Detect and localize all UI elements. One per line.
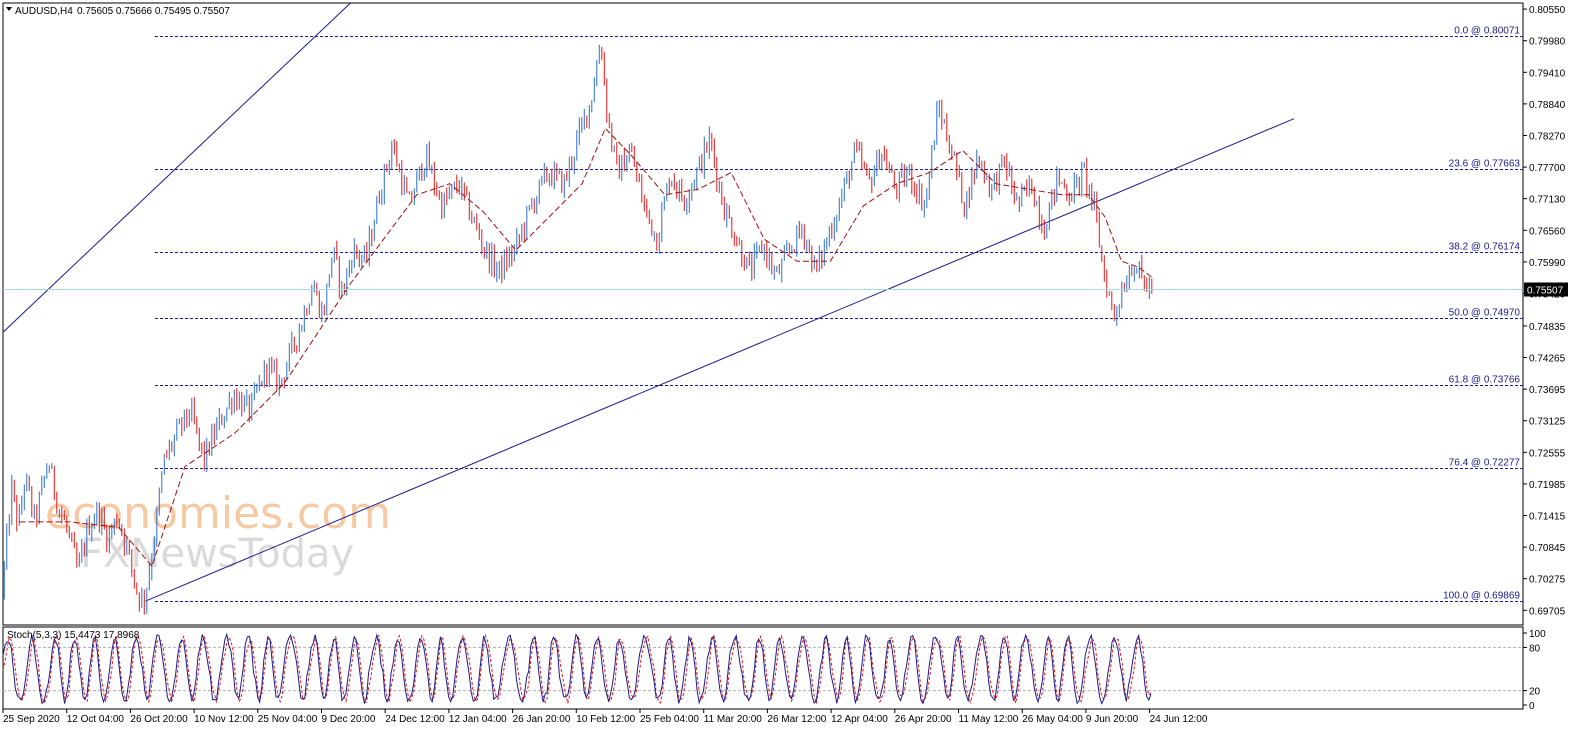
main-pane-border bbox=[2, 2, 1524, 626]
time-tick-label: 12 Oct 04:00 bbox=[67, 714, 125, 725]
time-tick-label: 12 Jan 04:00 bbox=[449, 714, 507, 725]
fib-level-label: 0.0 @ 0.80071 bbox=[1454, 26, 1520, 37]
price-tick-label: 0.69705 bbox=[1529, 606, 1566, 617]
time-tick-label: 25 Feb 04:00 bbox=[640, 714, 699, 725]
time-tick-label: 10 Nov 12:00 bbox=[194, 714, 254, 725]
time-tick-label: 26 Jan 20:00 bbox=[513, 714, 571, 725]
time-tick-label: 25 Nov 04:00 bbox=[258, 714, 318, 725]
time-tick-label: 24 Dec 12:00 bbox=[385, 714, 445, 725]
time-tick-label: 11 May 12:00 bbox=[959, 714, 1019, 725]
trend-channel bbox=[2, 2, 1295, 602]
time-tick-label: 10 Feb 12:00 bbox=[576, 714, 635, 725]
time-tick-label: 11 Mar 20:00 bbox=[704, 714, 763, 725]
price-tick-label: 0.74835 bbox=[1529, 322, 1566, 333]
price-tick-label: 0.71415 bbox=[1529, 512, 1566, 523]
stoch-main-line bbox=[2, 632, 1152, 705]
price-tick-label: 0.77130 bbox=[1529, 195, 1566, 206]
time-tick-label: 24 Jun 12:00 bbox=[1150, 714, 1208, 725]
time-tick-label: 26 Mar 12:00 bbox=[767, 714, 826, 725]
price-tick-label: 0.80550 bbox=[1529, 5, 1566, 16]
fib-level-label: 23.6 @ 0.77663 bbox=[1449, 159, 1521, 170]
price-tick-label: 0.77700 bbox=[1529, 163, 1566, 174]
time-tick-label: 9 Jun 20:00 bbox=[1086, 714, 1139, 725]
candles bbox=[3, 44, 1153, 615]
stoch-label: Stoch(5,3,3) 15.4473 17.8968 bbox=[7, 630, 140, 641]
time-tick-label: 26 Apr 20:00 bbox=[895, 714, 952, 725]
price-tick-label: 0.78270 bbox=[1529, 131, 1566, 142]
price-tick-label: 0.70275 bbox=[1529, 575, 1566, 586]
watermark-line-2: FXNewsToday bbox=[80, 531, 354, 577]
fib-level-label: 76.4 @ 0.72277 bbox=[1449, 458, 1521, 469]
fibonacci-levels: 0.0 @ 0.80071 23.6 @ 0.77663 38.2 @ 0.7617… bbox=[155, 26, 1523, 602]
ohlc-readout: 0.75605 0.75666 0.75495 0.75507 bbox=[77, 6, 230, 17]
moving-average bbox=[19, 127, 1154, 568]
price-tick-label: 0.73695 bbox=[1529, 385, 1566, 396]
fib-level-label: 100.0 @ 0.69869 bbox=[1443, 591, 1520, 602]
time-tick-label: 9 Dec 20:00 bbox=[322, 714, 376, 725]
channel-lower-line bbox=[145, 118, 1295, 602]
main-pane-frame bbox=[2, 2, 1524, 626]
time-axis: 25 Sep 2020 12 Oct 04:00 26 Oct 20:00 10 No… bbox=[2, 709, 1208, 725]
fib-level-label: 50.0 @ 0.74970 bbox=[1449, 308, 1521, 319]
chart-header: AUDUSD,H4 0.75605 0.75666 0.75495 0.7550… bbox=[6, 6, 230, 17]
price-tick-label: 0.74265 bbox=[1529, 354, 1566, 365]
dropdown-triangle-icon[interactable] bbox=[6, 7, 12, 11]
price-tick-label: 0.79410 bbox=[1529, 68, 1566, 79]
price-tick-label: 0.71985 bbox=[1529, 480, 1566, 491]
price-tick-label: 0.73125 bbox=[1529, 417, 1566, 428]
symbol-label: AUDUSD,H4 bbox=[15, 6, 73, 17]
moving-average-line bbox=[19, 127, 1154, 568]
current-price-tag bbox=[1524, 282, 1568, 297]
price-tick-label: 0.76560 bbox=[1529, 226, 1566, 237]
current-price-label: 0.75507 bbox=[1527, 286, 1564, 297]
price-tick-label: 0.78840 bbox=[1529, 100, 1566, 111]
price-tick-label: 0.75990 bbox=[1529, 258, 1566, 269]
stoch-signal-line bbox=[2, 633, 1152, 705]
time-tick-label: 26 May 04:00 bbox=[1022, 714, 1083, 725]
fib-level-label: 38.2 @ 0.76174 bbox=[1449, 242, 1521, 253]
stoch-tick-label: 0 bbox=[1529, 701, 1535, 712]
price-tick-label: 0.70845 bbox=[1529, 543, 1566, 554]
watermark: economies.com FXNewsToday bbox=[45, 488, 391, 577]
stoch-tick-label: 20 bbox=[1529, 687, 1541, 698]
stoch-pane-border bbox=[2, 626, 1524, 710]
stoch-tick-label: 100 bbox=[1529, 629, 1546, 640]
price-axis: 0.80550 0.79980 0.79410 0.78840 0.78270 0.777… bbox=[1523, 5, 1568, 617]
price-tick-label: 0.79980 bbox=[1529, 37, 1566, 48]
watermark-line-1: economies.com bbox=[45, 488, 391, 539]
time-tick-label: 25 Sep 2020 bbox=[3, 714, 60, 725]
time-tick-label: 26 Oct 20:00 bbox=[130, 714, 188, 725]
stoch-tick-label: 80 bbox=[1529, 643, 1541, 654]
time-tick-label: 12 Apr 04:00 bbox=[831, 714, 888, 725]
fib-level-label: 61.8 @ 0.73766 bbox=[1449, 375, 1521, 386]
stochastic-pane: 100 80 20 0 Stoch(5,3,3) 15.4473 17.8968 bbox=[2, 626, 1546, 712]
channel-upper-line bbox=[2, 2, 351, 333]
price-tick-label: 0.72555 bbox=[1529, 448, 1566, 459]
